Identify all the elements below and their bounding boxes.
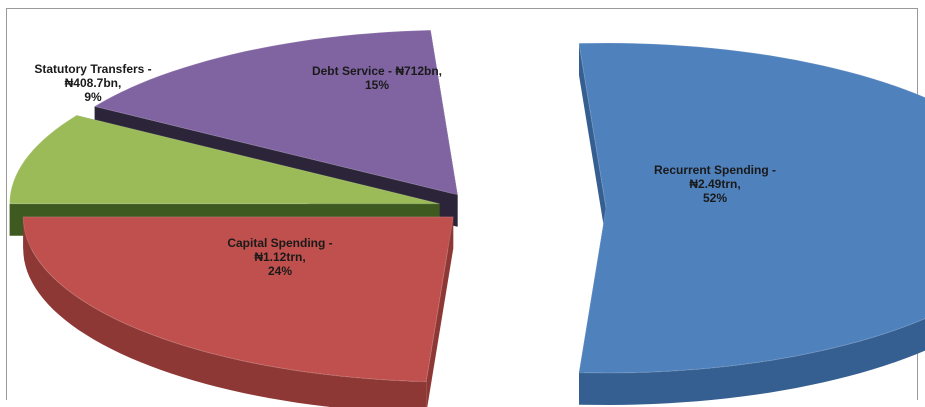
statutory-transfers-label-line-1: Statutory Transfers - bbox=[34, 62, 152, 76]
debt-service-top bbox=[93, 29, 459, 196]
recurrent-spending-side bbox=[579, 318, 925, 405]
capital-spending-side bbox=[23, 216, 427, 407]
debt-service-label: Debt Service - ₦712bn, 15% bbox=[282, 64, 472, 92]
statutory-transfers-label: Statutory Transfers - ₦408.7bn, 9% bbox=[8, 62, 178, 104]
capital-spending-slice bbox=[22, 216, 454, 407]
recurrent-spending-label-line-1: Recurrent Spending - bbox=[653, 163, 776, 177]
recurrent-spending-top bbox=[578, 42, 925, 374]
statutory-transfers-label-line-3: 9% bbox=[84, 90, 102, 104]
recurrent-spending-wall-1 bbox=[579, 43, 606, 240]
capital-spending-label-line-1: Capital Spending - bbox=[227, 236, 333, 250]
capital-spending-label-line-3: 24% bbox=[267, 264, 293, 278]
capital-spending-label: Capital Spending - ₦1.12trn, 24% bbox=[190, 236, 370, 278]
statutory-transfers-top bbox=[9, 114, 440, 205]
recurrent-spending-label-line-2: ₦2.49trn, bbox=[689, 177, 741, 191]
capital-spending-wall-1 bbox=[426, 216, 454, 407]
recurrent-spending-label-line-3: 52% bbox=[702, 191, 728, 205]
debt-service-label-line-1: Debt Service - ₦712bn, bbox=[311, 64, 443, 78]
debt-service-label-line-2: 15% bbox=[364, 78, 390, 92]
capital-spending-top bbox=[22, 216, 454, 383]
statutory-transfers-label-line-2: ₦408.7bn, bbox=[64, 76, 122, 90]
recurrent-spending-label: Recurrent Spending - ₦2.49trn, 52% bbox=[600, 163, 830, 205]
capital-spending-label-line-2: ₦1.12trn, bbox=[254, 250, 306, 264]
recurrent-spending-slice bbox=[578, 42, 925, 405]
